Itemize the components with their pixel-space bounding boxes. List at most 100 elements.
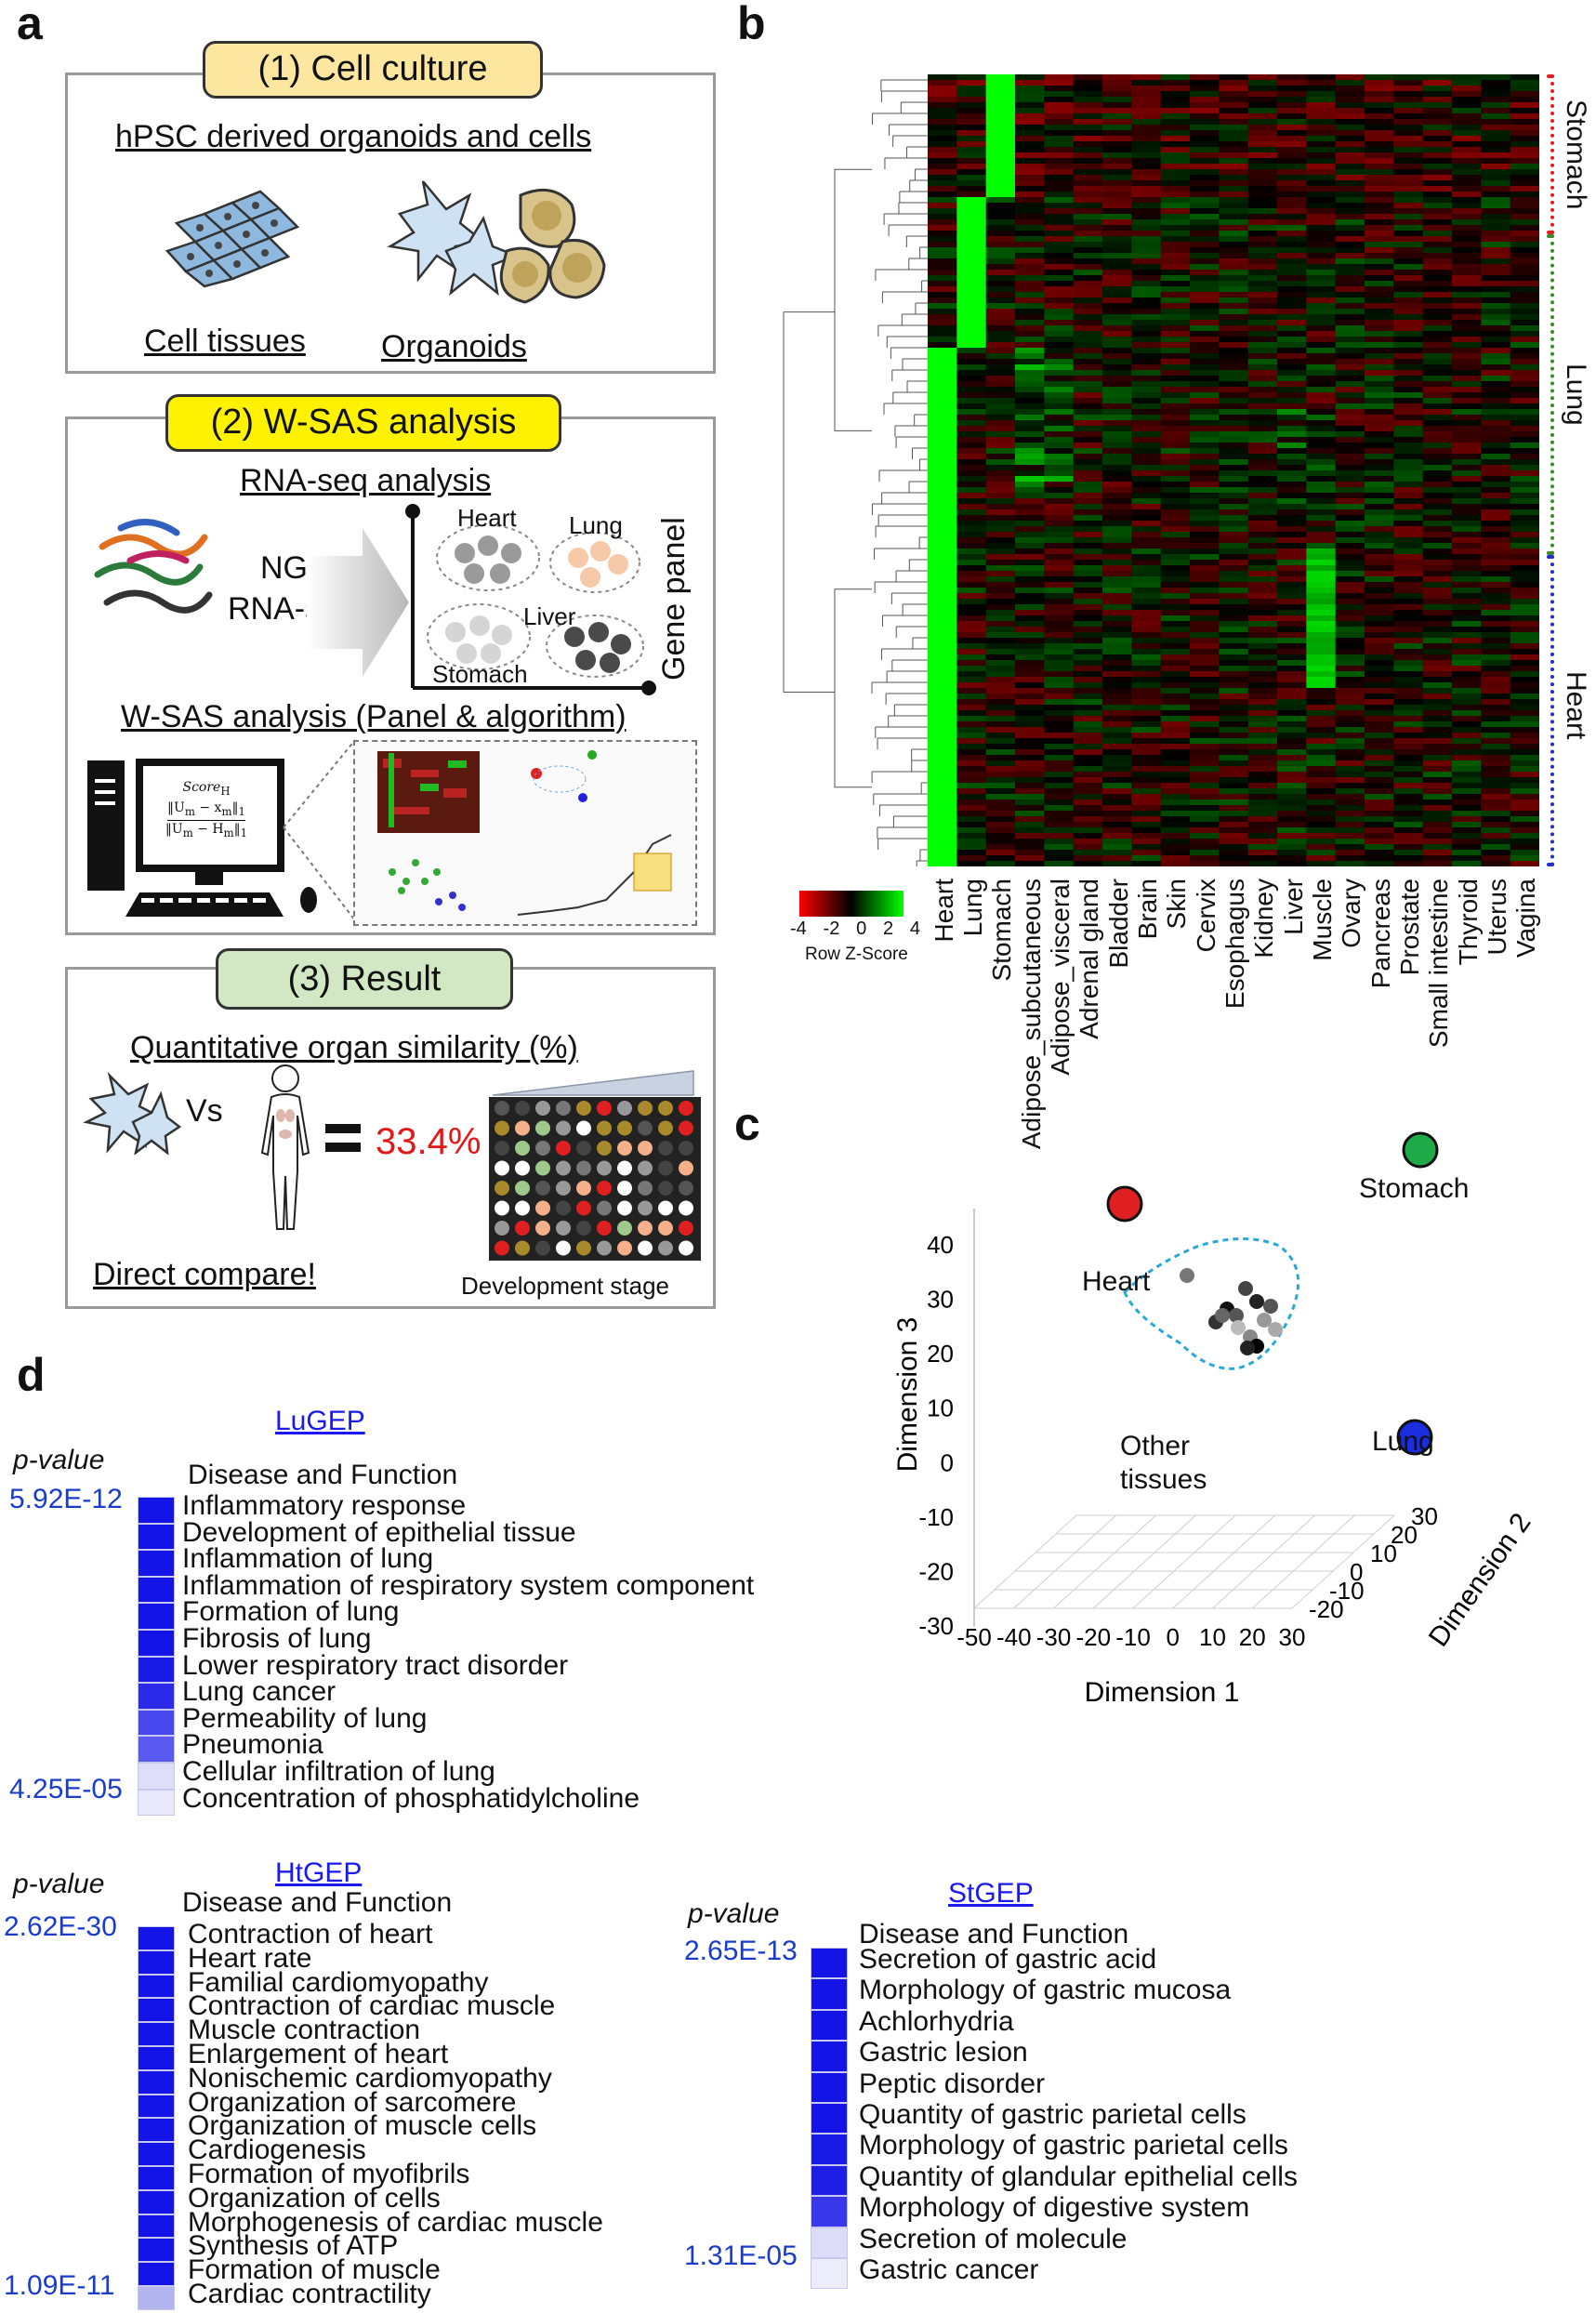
pvalue-cell [811, 2134, 848, 2165]
disease-function-item: Organization of sarcomere [188, 2086, 517, 2118]
pvalue-cell [811, 2102, 848, 2135]
st-pvalue-bar [811, 1948, 848, 2290]
grid-dot [535, 1181, 550, 1196]
disease-function-item: Fibrosis of lung [182, 1623, 372, 1654]
disease-function-item: Heart rate [188, 1942, 312, 1974]
disease-function-item: Nonischemic cardiomyopathy [188, 2062, 552, 2094]
column-label: Stomach [987, 879, 1017, 982]
grid-dot [597, 1200, 612, 1216]
gene-panel-plot [405, 504, 656, 695]
other-tissue-point [1180, 1268, 1194, 1283]
ht-header: Disease and Function [182, 1887, 453, 1918]
wsas-algorithm-title: W-SAS analysis (Panel & algorithm) [121, 699, 627, 734]
pvalue-cell [811, 1948, 848, 1979]
disease-function-item: Achlorhydria [859, 2005, 1014, 2037]
other-tissues-outline [1123, 1237, 1300, 1370]
pvalue-cell [138, 2189, 175, 2214]
grid-dot [515, 1221, 530, 1236]
column-label: Skin [1162, 879, 1192, 930]
pvalue-cell [138, 2045, 175, 2070]
pvalue-cell [138, 2094, 175, 2119]
grid-dot [556, 1240, 571, 1256]
pvalue-cell [138, 2022, 175, 2046]
other-tissue-point [1249, 1294, 1264, 1309]
grid-dot [617, 1120, 632, 1136]
floor-grid [973, 1514, 1395, 1609]
grid-dot [638, 1200, 653, 1216]
grid-dot [556, 1120, 571, 1136]
gradient-arrow [307, 528, 409, 677]
disease-function-item: Quantity of gastric parietal cells [859, 2099, 1246, 2130]
other-tissue-point [1257, 1313, 1272, 1328]
row-group-bracket [1547, 555, 1554, 866]
grid-dot [576, 1160, 591, 1176]
grid-dot [679, 1240, 693, 1256]
column-label: Bladder [1103, 879, 1133, 969]
pvalue-cell [138, 1603, 175, 1630]
x-tick-label: -50 [956, 1623, 992, 1651]
dna-strands-icon [94, 519, 213, 614]
heart-cluster-label: Heart [457, 504, 517, 532]
ht-pvalue-label: p-value [13, 1869, 105, 1899]
grid-dot [535, 1160, 550, 1176]
disease-function-item: Contraction of cardiac muscle [188, 1990, 556, 2022]
y-tick-label: 20 [927, 1340, 954, 1368]
grid-dot [658, 1101, 673, 1116]
pvalue-cell [138, 1998, 175, 2023]
pvalue-cell [811, 2071, 848, 2103]
legend-ticks: -4 -2 0 2 4 [790, 919, 920, 940]
ht-pvalue-bar [138, 1926, 175, 2310]
x-tick-label: 30 [1279, 1623, 1306, 1651]
grid-dot [679, 1200, 693, 1216]
y-tick-label: -10 [918, 1503, 954, 1531]
legend-tick: 2 [882, 919, 894, 939]
disease-function-item: Familial cardiomyopathy [188, 1966, 489, 1998]
grid-dot [495, 1200, 509, 1216]
grid-dot [515, 1240, 530, 1256]
disease-function-item: Contraction of heart [188, 1919, 433, 1950]
disease-function-item: Formation of muscle [188, 2254, 441, 2286]
grid-dot [515, 1181, 530, 1196]
grid-dot [556, 1160, 571, 1176]
disease-function-item: Pneumonia [182, 1729, 323, 1761]
pvalue-cell [138, 1974, 175, 1999]
grid-dot [658, 1200, 673, 1216]
panel-letter-b: b [737, 0, 766, 49]
column-label: Muscle [1308, 879, 1337, 961]
grid-dot [638, 1181, 653, 1196]
cell-culture-tag: (1) Cell culture [203, 41, 543, 99]
gene-panel-label: Gene panel [656, 517, 692, 681]
disease-function-item: Organization of muscle cells [188, 2110, 537, 2142]
disease-function-item: Morphology of gastric mucosa [859, 1975, 1232, 2006]
pvalue-cell [138, 2165, 175, 2190]
y-tick-label: 30 [927, 1286, 954, 1314]
disease-function-item: Synthesis of ATP [188, 2230, 399, 2262]
grid-dot [556, 1141, 571, 1156]
grid-dot [679, 1120, 693, 1136]
column-label: Thyroid [1453, 879, 1483, 966]
grid-dot [658, 1240, 673, 1256]
organoids-illustration [387, 180, 606, 304]
organoid-small-icon [83, 1071, 182, 1155]
grid-dot [515, 1141, 530, 1156]
grid-dot [658, 1120, 673, 1136]
disease-function-item: Enlargement of heart [188, 2039, 449, 2069]
column-label: Pancreas [1365, 879, 1395, 989]
grid-dot [556, 1101, 571, 1116]
column-label: Heart [929, 879, 958, 943]
grid-dot [495, 1101, 509, 1116]
liver-cluster-label: Liver [523, 602, 576, 630]
other-tissue-point [1231, 1320, 1246, 1335]
grid-dot [576, 1181, 591, 1196]
analysis-thumbnail-frame [353, 740, 697, 926]
lu-pvalue-bar [138, 1497, 175, 1817]
dendrogram-branches [783, 79, 928, 866]
grid-dot [495, 1160, 509, 1176]
rnaseq-title: RNA-seq analysis [240, 463, 492, 498]
disease-function-item: Quantity of glandular epithelial cells [859, 2161, 1298, 2192]
panel-letter-a: a [17, 0, 43, 49]
row-group-label: Stomach [1561, 99, 1591, 209]
grid-dot [679, 1181, 693, 1196]
organoids-label: Organoids [381, 329, 527, 364]
grid-dot [576, 1120, 591, 1136]
